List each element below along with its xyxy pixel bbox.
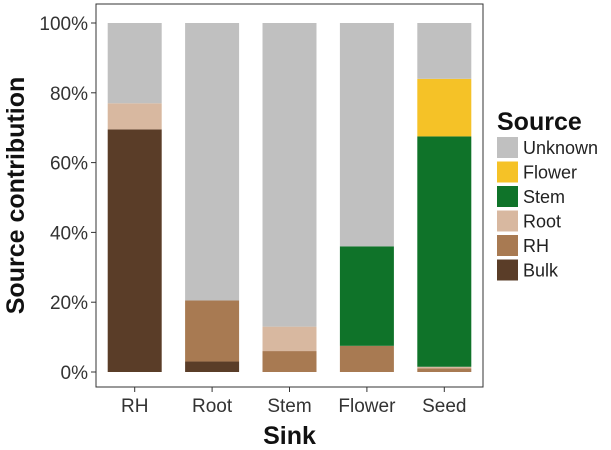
x-tick-label-stem: Stem — [267, 396, 311, 417]
bar-segment-rh-bulk — [107, 129, 162, 372]
bar-segment-stem-root — [262, 326, 317, 352]
legend-swatch-root — [497, 210, 518, 232]
bar-segment-flower-unknown — [339, 23, 394, 247]
bar-segment-seed-rh — [417, 368, 472, 372]
bar-segment-rh-unknown — [107, 23, 162, 104]
legend: Source Unknown Flower Stem Root RH Bulk — [497, 108, 598, 281]
legend-label-stem: Stem — [523, 187, 565, 207]
bar-segment-seed-stem — [417, 136, 472, 367]
bar-segment-flower-stem — [339, 246, 394, 346]
x-tick-label-seed: Seed — [422, 396, 466, 417]
y-tick-label: 20% — [50, 293, 88, 314]
legend-swatch-rh — [497, 235, 518, 256]
y-axis-title: Source contribution — [2, 77, 30, 315]
legend-label-root: Root — [523, 212, 561, 232]
y-axis: 0% 20% 40% 60% 80% 100% — [39, 14, 96, 384]
x-tick-label-flower: Flower — [338, 396, 396, 417]
x-axis-title: Sink — [263, 422, 316, 450]
legend-label-flower: Flower — [523, 163, 577, 183]
bar-segment-root-rh — [185, 300, 240, 362]
bar-segment-root-unknown — [185, 23, 240, 301]
legend-swatch-bulk — [497, 259, 518, 281]
bar-segment-root-bulk — [185, 361, 240, 372]
bar-segment-seed-root — [417, 366, 472, 369]
plot-area — [95, 3, 484, 388]
bar-segment-seed-flower — [417, 78, 472, 137]
legend-swatch-flower — [497, 161, 518, 183]
x-tick-label-rh: RH — [121, 396, 148, 417]
y-tick-label: 0% — [61, 363, 89, 384]
y-tick-label: 60% — [50, 154, 88, 175]
bar-segment-rh-root — [107, 103, 162, 130]
legend-title: Source — [497, 108, 582, 136]
y-tick-label: 40% — [50, 223, 88, 244]
legend-swatch-stem — [497, 186, 518, 207]
x-tick-label-root: Root — [192, 396, 233, 417]
y-tick-label: 80% — [50, 84, 88, 105]
bar-segment-stem-rh — [262, 351, 317, 372]
bar-segment-seed-unknown — [417, 23, 472, 79]
bar-segment-stem-unknown — [262, 23, 317, 327]
legend-swatch-unknown — [497, 137, 518, 158]
bar-segment-flower-rh — [339, 345, 394, 372]
y-tick-label: 100% — [39, 14, 88, 35]
legend-label-unknown: Unknown — [523, 138, 598, 158]
legend-label-bulk: Bulk — [523, 261, 559, 281]
legend-label-rh: RH — [523, 236, 549, 256]
x-axis: RH Root Stem Flower Seed — [121, 387, 466, 417]
